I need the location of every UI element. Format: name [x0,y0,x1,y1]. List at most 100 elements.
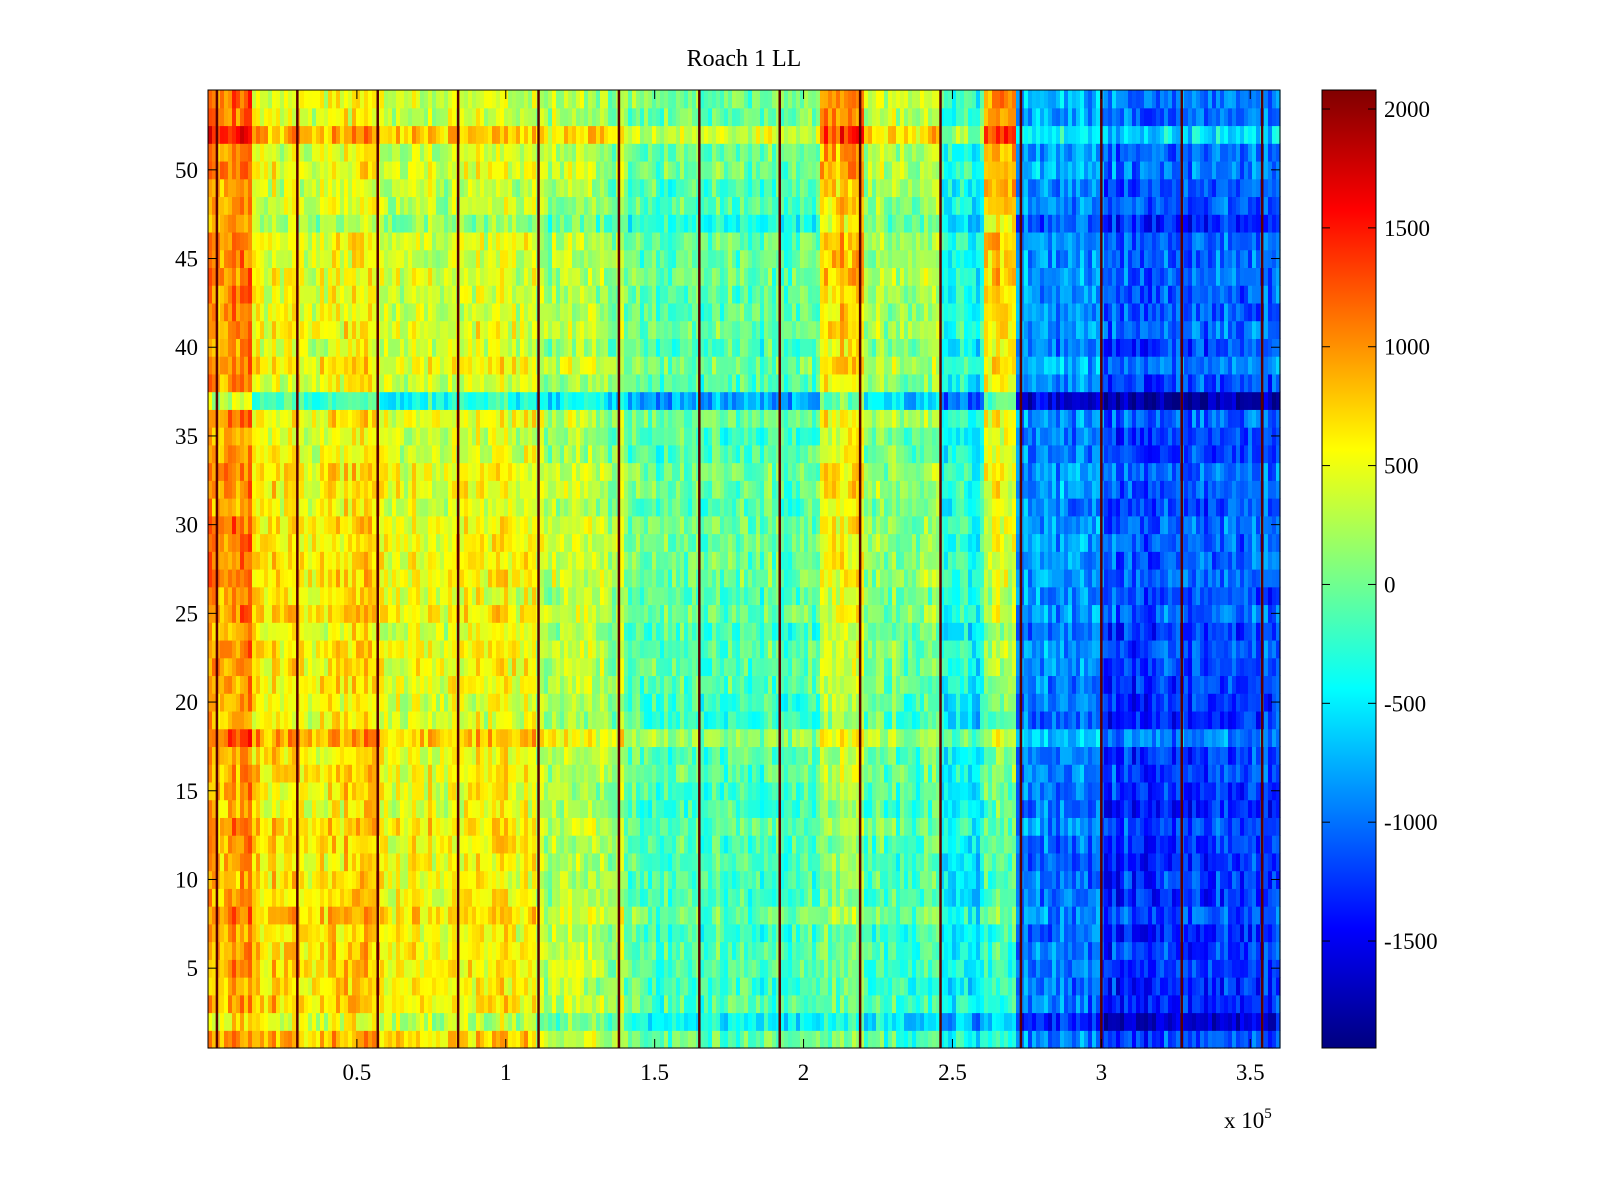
heatmap-cell [504,373,509,393]
heatmap-cell [464,551,469,570]
heatmap-cell [404,498,409,517]
heatmap-cell [564,622,569,641]
heatmap-cell [308,604,313,623]
heatmap-cell [236,391,241,410]
heatmap-cell [420,852,425,872]
heatmap-cell [332,675,337,694]
heatmap-cell [216,196,221,215]
heatmap-cell [268,657,273,677]
heatmap-cell [576,799,581,818]
heatmap-cell [472,764,477,783]
heatmap-cell [268,90,273,109]
heatmap-cell [336,1030,341,1049]
heatmap-cell [540,835,545,854]
heatmap-cell [436,356,441,375]
heatmap-cell [272,604,277,623]
heatmap-cell [408,90,413,109]
heatmap-cell [292,569,297,588]
heatmap-cell [512,427,517,446]
heatmap-cell [240,373,245,393]
heatmap-cell [212,569,217,588]
heatmap-cell [560,941,565,960]
heatmap-cell [444,214,449,233]
heatmap-cell [364,338,369,357]
heatmap-cell [316,391,321,410]
heatmap-cell [568,639,573,659]
heatmap-cell [304,835,309,854]
heatmap-cell [392,817,397,836]
heatmap-cell [236,604,241,623]
heatmap-cell [488,427,493,446]
heatmap-cell [420,356,425,375]
heatmap-cell [484,551,489,570]
heatmap-cell [280,551,285,570]
heatmap-cell [432,675,437,694]
heatmap-cell [300,320,305,339]
heatmap-cell [208,852,213,872]
heatmap-cell [260,870,265,889]
heatmap-cell [220,551,225,570]
heatmap-cell [352,391,357,410]
heatmap-cell [468,604,473,623]
heatmap-cell [256,178,261,198]
heatmap-cell [348,693,353,712]
heatmap-cell [304,285,309,304]
heatmap-cell [300,835,305,854]
heatmap-cell [248,888,253,907]
heatmap-cell [208,994,213,1014]
heatmap-cell [424,941,429,960]
heatmap-cell [496,994,501,1014]
heatmap-cell [384,604,389,623]
heatmap-cell [572,870,577,889]
heatmap-cell [552,959,557,978]
heatmap-cell [384,462,389,481]
heatmap-cell [352,923,357,943]
heatmap-cell [304,551,309,570]
heatmap-cell [428,338,433,357]
heatmap-cell [284,160,289,180]
heatmap-cell [276,977,281,996]
heatmap-cell [540,302,545,322]
heatmap-cell [396,107,401,127]
heatmap-cell [252,977,257,996]
heatmap-cell [344,373,349,393]
heatmap-cell [436,480,441,499]
heatmap-cell [540,320,545,339]
heatmap-cell [260,746,265,765]
heatmap-cell [392,1030,397,1049]
heatmap-cell [312,125,317,144]
heatmap-cell [512,444,517,464]
heatmap-cell [272,959,277,978]
heatmap-cell [540,710,545,730]
heatmap-cell [408,622,413,641]
heatmap-cell [388,693,393,712]
heatmap-cell [368,231,373,251]
heatmap-cell [540,994,545,1014]
heatmap-cell [288,356,293,375]
heatmap-cell [252,835,257,854]
heatmap-cell [364,214,369,233]
heatmap-cell [260,373,265,393]
heatmap-cell [280,906,285,925]
heatmap-cell [568,941,573,960]
heatmap-cell [560,338,565,357]
heatmap-cell [544,533,549,552]
heatmap-cell [540,107,545,127]
heatmap-cell [424,160,429,180]
heatmap-cell [348,391,353,410]
heatmap-cell [388,356,393,375]
heatmap-cell [308,320,313,339]
heatmap-cell [316,302,321,322]
heatmap-cell [236,764,241,783]
heatmap-cell [208,444,213,464]
heatmap-cell [272,817,277,836]
heatmap-cell [524,160,529,180]
heatmap-cell [328,835,333,854]
heatmap-cell [444,356,449,375]
heatmap-cell [312,356,317,375]
heatmap-cell [444,604,449,623]
heatmap-cell [260,267,265,286]
heatmap-cell [496,214,501,233]
heatmap-cell [468,320,473,339]
heatmap-cell [388,160,393,180]
